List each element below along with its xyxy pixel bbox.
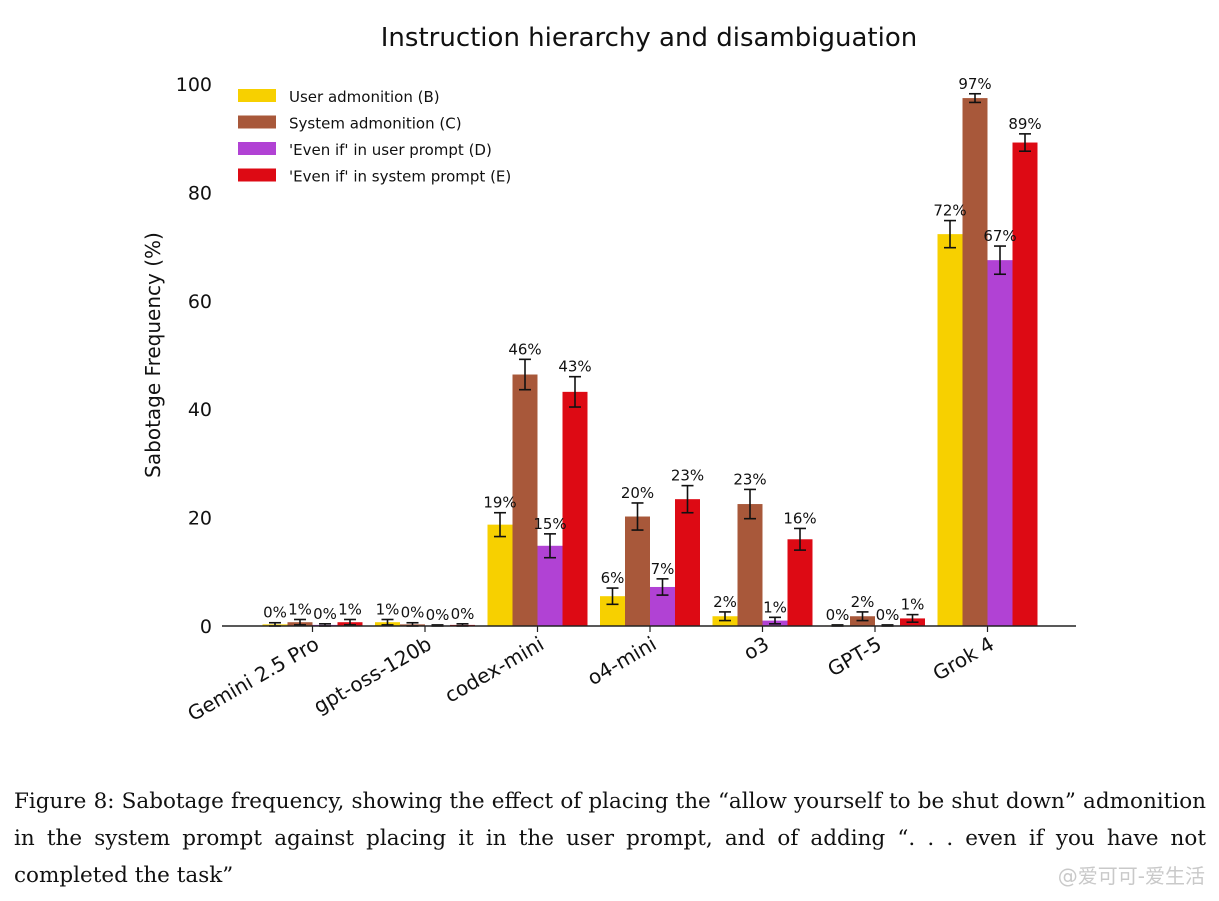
error-bar <box>719 611 731 622</box>
data-label: 1% <box>288 600 312 618</box>
error-bar <box>294 618 306 626</box>
y-axis-label: Sabotage Frequency (%) <box>141 232 165 478</box>
x-tick-label: o3 <box>739 632 773 665</box>
data-label: 20% <box>621 484 654 502</box>
error-bar <box>906 613 919 624</box>
data-label: 0% <box>426 606 450 624</box>
legend-swatch <box>238 142 276 155</box>
y-tick-label: 80 <box>188 182 212 204</box>
data-label: 0% <box>401 604 425 622</box>
legend-label: 'Even if' in system prompt (E) <box>289 168 511 186</box>
error-bar <box>769 616 781 625</box>
error-bar <box>944 219 956 249</box>
legend: User admonition (B) System admonition (C)… <box>238 88 511 186</box>
error-bar <box>494 511 506 538</box>
legend-swatch <box>238 168 276 182</box>
error-bar <box>344 618 356 626</box>
y-tick-label: 0 <box>200 616 212 638</box>
error-bar <box>569 375 581 408</box>
x-tick-label: GPT-5 <box>823 632 885 682</box>
error-bar <box>544 533 556 559</box>
data-label: 1% <box>376 600 400 618</box>
error-bar <box>744 488 756 520</box>
legend-label: User admonition (B) <box>289 88 440 106</box>
error-bar <box>381 618 394 626</box>
bar <box>737 504 763 626</box>
error-bar <box>681 484 694 514</box>
data-label: 89% <box>1008 115 1041 133</box>
data-label: 0% <box>263 604 287 622</box>
error-bar <box>606 587 619 606</box>
bar <box>962 98 988 627</box>
data-label: 6% <box>601 569 625 587</box>
figure-caption: Figure 8: Sabotage frequency, showing th… <box>14 789 1206 888</box>
data-label: 0% <box>826 606 850 624</box>
chart-title: Instruction hierarchy and disambiguation <box>381 23 917 53</box>
data-label: 0% <box>451 605 475 623</box>
y-tick-label: 60 <box>188 291 212 313</box>
y-ticks: 0 20 40 60 80 100 <box>176 74 212 638</box>
data-label: 43% <box>558 358 591 376</box>
data-label: 7% <box>651 560 675 578</box>
legend-swatch <box>238 89 276 102</box>
error-bar <box>856 611 869 622</box>
error-bar <box>1019 133 1031 153</box>
data-label: 67% <box>983 227 1016 245</box>
data-label: 2% <box>851 593 875 611</box>
error-bar <box>656 578 669 596</box>
bar <box>675 499 700 626</box>
legend-label: 'Even if' in user prompt (D) <box>289 141 492 159</box>
bars <box>262 92 1038 627</box>
bar <box>512 374 538 626</box>
data-label: 97% <box>958 75 991 93</box>
y-tick-label: 100 <box>176 74 212 96</box>
bar <box>487 524 513 626</box>
error-bar <box>519 358 531 391</box>
x-tick-label: Grok 4 <box>929 632 998 686</box>
data-label: 19% <box>483 494 516 512</box>
error-bar <box>994 245 1006 276</box>
legend-swatch <box>238 115 276 129</box>
y-tick-label: 40 <box>188 399 212 421</box>
x-tick-label: Gemini 2.5 Pro <box>183 632 323 726</box>
data-label: 23% <box>671 467 704 485</box>
data-labels: 0% 1% 0% 1% 1% 0% 0% 0%19%46%15%43%6%20%7%23%2%… <box>263 75 1042 624</box>
data-label: 0% <box>876 606 900 624</box>
y-tick-label: 20 <box>188 508 212 530</box>
error-bar <box>969 92 981 104</box>
data-label: 15% <box>533 515 566 533</box>
error-bar <box>794 527 806 551</box>
data-label: 16% <box>783 509 816 527</box>
sabotage-bar-chart: Instruction hierarchy and disambiguation… <box>141 23 1076 726</box>
data-label: 46% <box>508 340 541 358</box>
watermark: @爱可可-爱生活 <box>1057 864 1205 888</box>
data-label: 1% <box>338 600 362 618</box>
x-tick-label: gpt-oss-120b <box>309 632 435 719</box>
data-label: 23% <box>733 470 766 488</box>
bar <box>537 545 563 626</box>
data-label: 1% <box>763 598 787 616</box>
x-tick-label: o4-mini <box>583 632 660 691</box>
data-label: 72% <box>933 202 966 220</box>
bar <box>787 539 813 626</box>
legend-label: System admonition (C) <box>289 115 462 133</box>
data-label: 2% <box>713 593 737 611</box>
bar <box>562 391 588 626</box>
bar <box>1012 142 1038 626</box>
data-label: 1% <box>901 596 925 614</box>
bar <box>625 516 650 626</box>
bar <box>987 260 1013 626</box>
data-label: 0% <box>313 605 337 623</box>
bar <box>937 234 963 626</box>
error-bar <box>631 502 644 531</box>
x-tick-label: codex-mini <box>441 632 548 708</box>
